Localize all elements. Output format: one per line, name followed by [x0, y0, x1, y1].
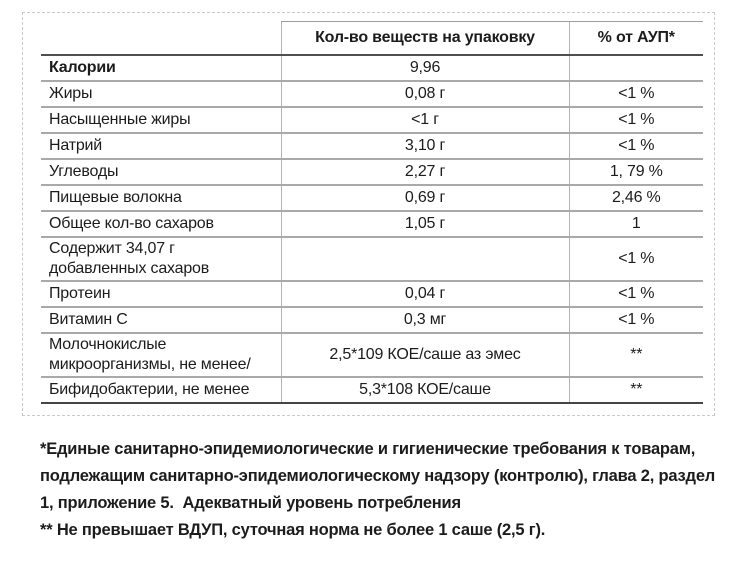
percent-cell: <1 %	[568, 237, 703, 282]
header-amount-cell: Кол-во веществ на упаковку	[280, 21, 569, 56]
row-label-cell: Углеводы	[41, 159, 281, 186]
row-label-cell: Калории	[41, 55, 281, 82]
footnotes: *Единые санитарно-эпидемиологические и г…	[40, 436, 730, 544]
amount-cell: 0,69 г	[280, 185, 569, 212]
amount-cell: <1 г	[280, 107, 569, 134]
nutrition-table: Кол-во веществ на упаковку % от АУП* Кал…	[41, 21, 703, 404]
row-label-cell: Жиры	[41, 81, 281, 108]
percent-cell: <1 %	[568, 133, 703, 160]
amount-cell: 2,5*109 КОЕ/саше аз эмес	[280, 333, 569, 378]
header-substance-cell	[41, 21, 281, 56]
percent-cell	[568, 55, 703, 82]
amount-cell: 9,96	[280, 55, 569, 82]
table-row: Жиры 0,08 г <1 %	[41, 81, 703, 108]
table-row: Натрий 3,10 г <1 %	[41, 133, 703, 160]
row-label-cell: Протеин	[41, 281, 281, 308]
table-row: Бифидобактерии, не менее 5,3*108 КОЕ/саше…	[41, 377, 703, 404]
nutrition-table-panel: Кол-во веществ на упаковку % от АУП* Кал…	[22, 12, 715, 416]
percent-cell: 2,46 %	[568, 185, 703, 212]
footnote-aup: *Единые санитарно-эпидемиологические и г…	[40, 440, 720, 512]
amount-cell: 2,27 г	[280, 159, 569, 186]
amount-cell: 0,08 г	[280, 81, 569, 108]
percent-cell: **	[568, 377, 703, 404]
table-row: Пищевые волокна 0,69 г 2,46 %	[41, 185, 703, 212]
table-body: Калории 9,96 Жиры 0,08 г <1 % Насыщенные жиры…	[41, 55, 703, 404]
table-row: Протеин 0,04 г <1 %	[41, 281, 703, 308]
table-row: Содержит 34,07 г добавленных сахаров <1 %	[41, 237, 703, 282]
table-header-row: Кол-во веществ на упаковку % от АУП*	[41, 21, 703, 56]
row-label-cell: Общее кол-во сахаров	[41, 211, 281, 238]
footnote-vdup: ** Не превышает ВДУП, суточная норма не …	[40, 521, 546, 539]
row-label-cell: Натрий	[41, 133, 281, 160]
percent-cell: <1 %	[568, 107, 703, 134]
table-row: Калории 9,96	[41, 55, 703, 82]
header-percent-cell: % от АУП*	[568, 21, 703, 56]
percent-cell: **	[568, 333, 703, 378]
table-row: Молочнокислые микроорганизмы, не менее/2…	[41, 333, 703, 378]
percent-cell: 1, 79 %	[568, 159, 703, 186]
amount-cell	[280, 237, 569, 282]
percent-cell: <1 %	[568, 81, 703, 108]
amount-cell: 0,04 г	[280, 281, 569, 308]
row-label-cell: Пищевые волокна	[41, 185, 281, 212]
row-label-cell: Содержит 34,07 г добавленных сахаров	[41, 237, 281, 282]
amount-cell: 3,10 г	[280, 133, 569, 160]
table-row: Углеводы 2,27 г 1, 79 %	[41, 159, 703, 186]
percent-cell: <1 %	[568, 281, 703, 308]
amount-cell: 0,3 мг	[280, 307, 569, 334]
row-label-cell: Насыщенные жиры	[41, 107, 281, 134]
row-label-cell: Витамин С	[41, 307, 281, 334]
table-row: Витамин С 0,3 мг <1 %	[41, 307, 703, 334]
amount-cell: 5,3*108 КОЕ/саше	[280, 377, 569, 404]
percent-cell: <1 %	[568, 307, 703, 334]
amount-cell: 1,05 г	[280, 211, 569, 238]
row-label-cell: Бифидобактерии, не менее	[41, 377, 281, 404]
percent-cell: 1	[568, 211, 703, 238]
row-label-cell: Молочнокислые микроорганизмы, не менее/	[41, 333, 281, 378]
table-row: Насыщенные жиры <1 г <1 %	[41, 107, 703, 134]
